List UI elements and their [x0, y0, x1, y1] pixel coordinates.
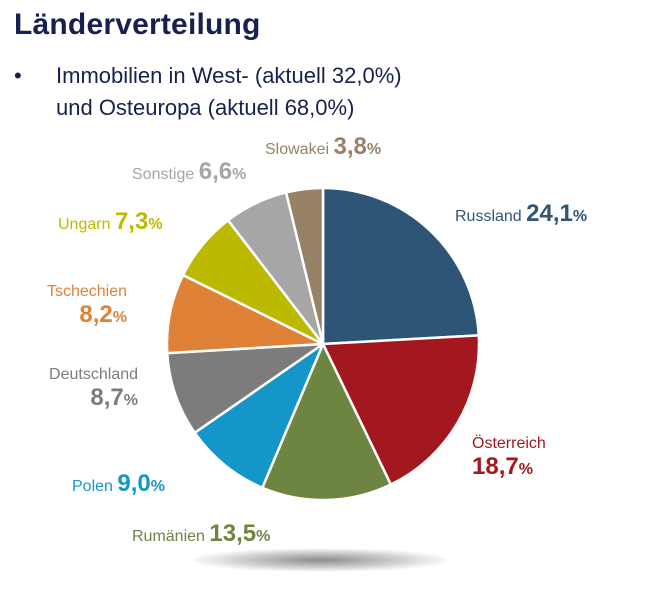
label-name: Ungarn [58, 216, 111, 233]
pie-shadow [190, 548, 450, 572]
label-slowakei: Slowakei 3,8% [265, 133, 381, 161]
label-percent: % [150, 478, 165, 495]
label-percent: % [112, 309, 127, 326]
label-name: Polen [72, 478, 113, 495]
label-value: 18,7 [472, 453, 519, 480]
chart-title: Länderverteilung [14, 8, 261, 41]
label-name: Tschechien [46, 283, 127, 300]
label-percent: % [232, 166, 247, 183]
label-value: 8,7 [90, 384, 124, 411]
label-tschechien: Tschechien 8,2% [32, 283, 127, 329]
label-percent: % [518, 461, 533, 478]
label-percent: % [148, 216, 163, 233]
label-value: 13,5 [209, 520, 257, 547]
label-rumaenien: Rumänien 13,5% [132, 520, 270, 548]
label-name: Österreich [472, 435, 546, 452]
label-name: Slowakei [265, 141, 330, 158]
label-value: 24,1 [526, 200, 573, 227]
pie-slice-deutschland [166, 342, 325, 435]
label-deutschland: Deutschland 8,7% [38, 366, 138, 412]
label-oesterreich: Österreich 18,7% [472, 435, 546, 481]
bullet-line-2: und Osteuropa (aktuell 68,0%) [56, 95, 355, 120]
label-value: 3,8 [333, 133, 367, 160]
label-value: 6,6 [198, 158, 233, 185]
label-russland: Russland 24,1% [455, 200, 587, 228]
pie-slice-oesterreich [321, 334, 481, 486]
bullet-line-1: Immobilien in West- (aktuell 32,0%) [56, 63, 402, 88]
label-value: 7,3 [114, 208, 149, 235]
label-name: Deutschland [49, 366, 138, 383]
pie-slice-polen [193, 342, 325, 489]
label-sonstige: Sonstige 6,6% [132, 158, 246, 186]
pie-slice-russland [321, 186, 481, 346]
label-percent: % [256, 528, 271, 545]
bullet-symbol: • [14, 63, 22, 88]
label-value: 9,0 [117, 470, 151, 497]
pie-slice-slowakei [284, 186, 325, 346]
label-name: Russland [455, 208, 522, 225]
label-name: Sonstige [132, 166, 195, 183]
pie-slice-rumaenien [261, 342, 393, 502]
label-polen: Polen 9,0% [72, 470, 165, 498]
label-value: 8,2 [79, 301, 113, 328]
label-percent: % [366, 141, 382, 158]
label-percent: % [572, 208, 588, 225]
label-ungarn: Ungarn 7,3% [58, 208, 163, 236]
label-percent: % [123, 392, 138, 409]
label-name: Rumänien [132, 528, 205, 545]
